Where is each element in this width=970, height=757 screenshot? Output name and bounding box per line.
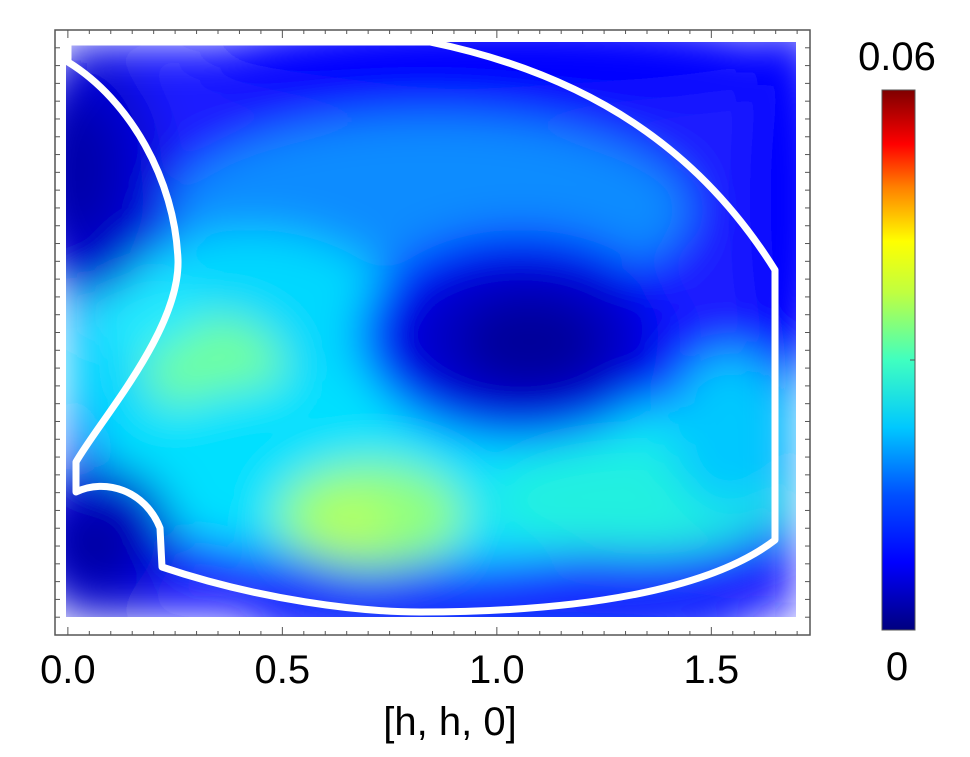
x-tick-label: 0.5 — [255, 648, 311, 692]
integration-region-outline — [64, 38, 779, 616]
colorbar-gradient — [881, 89, 916, 631]
colorbar-max-label: 0.06 — [858, 35, 936, 79]
heatmap-plot-area — [55, 30, 810, 635]
x-tick-label: 1.5 — [684, 648, 740, 692]
colorbar-min-label: 0 — [886, 645, 908, 689]
intensity-field — [55, 30, 810, 635]
tick-marks — [55, 29, 810, 636]
x-axis-label: [h, h, 0] — [383, 700, 516, 744]
x-tick-label: 0.0 — [40, 648, 96, 692]
x-tick-label: 1.0 — [469, 648, 525, 692]
x-axis-tick-labels: 0.0 0.5 1.0 1.5 — [40, 648, 739, 692]
colorbar: 0.06 0 — [858, 35, 936, 689]
